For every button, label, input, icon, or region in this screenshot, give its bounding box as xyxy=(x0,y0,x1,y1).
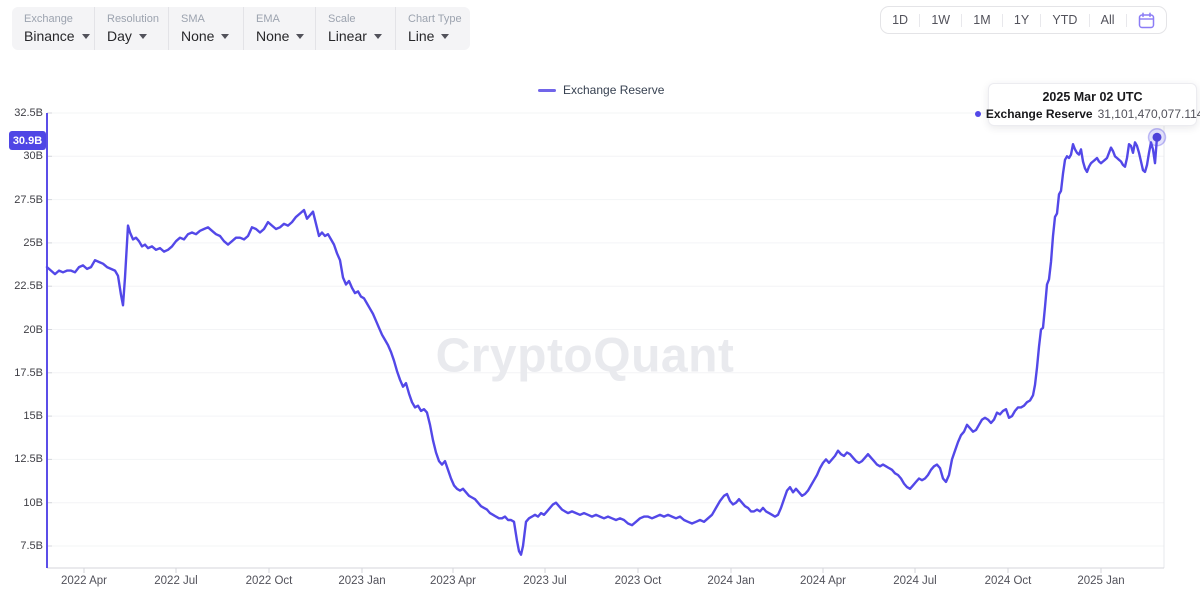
x-axis-label: 2024 Oct xyxy=(984,575,1032,587)
ema-value: None xyxy=(256,28,290,44)
x-axis-label: 2023 Jan xyxy=(338,575,386,587)
y-axis-label: 20B xyxy=(23,323,43,336)
exchange-dropdown[interactable]: Exchange Binance xyxy=(12,7,94,50)
range-1w-button[interactable]: 1W xyxy=(931,13,951,27)
chart-settings-toolbar: Exchange Binance Resolution Day SMA None… xyxy=(12,7,470,50)
divider xyxy=(1088,13,1090,27)
legend-line-swatch xyxy=(538,88,556,92)
sma-label: SMA xyxy=(181,13,205,25)
legend-label: Exchange Reserve xyxy=(563,83,665,97)
range-1d-button[interactable]: 1D xyxy=(892,13,909,27)
chevron-down-icon xyxy=(441,34,450,39)
ema-dropdown[interactable]: EMA None xyxy=(243,7,315,50)
chevron-down-icon xyxy=(81,34,90,39)
chevron-down-icon xyxy=(221,34,230,39)
series-bullet-icon xyxy=(974,111,981,117)
y-axis-label: 17.5B xyxy=(14,366,43,379)
x-axis-label: 2023 Jul xyxy=(523,575,567,587)
tooltip-date: 2025 Mar 02 UTC xyxy=(1042,90,1143,104)
divider xyxy=(961,13,963,27)
divider xyxy=(1001,13,1003,27)
y-axis-label: 10B xyxy=(23,496,43,509)
x-axis-label: 2023 Oct xyxy=(614,575,662,587)
x-axis-label: 2024 Apr xyxy=(799,575,847,587)
chart-type-value: Line xyxy=(408,28,435,44)
y-axis-label: 15B xyxy=(23,410,43,423)
legend-exchange-reserve[interactable]: Exchange Reserve xyxy=(538,83,664,97)
range-ytd-button[interactable]: YTD xyxy=(1052,13,1078,27)
resolution-value: Day xyxy=(107,28,132,44)
chevron-down-icon xyxy=(296,34,305,39)
x-axis-label: 2022 Oct xyxy=(245,575,293,587)
y-axis-label: 7.5B xyxy=(20,540,43,552)
chevron-down-icon xyxy=(138,34,147,39)
last-point-marker xyxy=(1152,132,1162,142)
chart-type-label: Chart Type xyxy=(408,13,462,25)
chevron-down-icon xyxy=(373,34,382,39)
exchange-label: Exchange xyxy=(24,13,73,25)
tooltip-value: 31,101,470,077.1148 xyxy=(1097,107,1200,121)
divider xyxy=(1040,13,1042,27)
chart-type-dropdown[interactable]: Chart Type Line xyxy=(395,7,470,50)
x-axis-label: 2024 Jan xyxy=(707,575,755,587)
y-axis-label: 30B xyxy=(23,150,43,163)
y-axis-label: 25B xyxy=(23,236,43,249)
x-axis-label: 2025 Jan xyxy=(1077,575,1125,587)
exchange-reserve-line xyxy=(45,136,1159,556)
ema-label: EMA xyxy=(256,13,280,25)
chart-tooltip: 2025 Mar 02 UTC Exchange Reserve 31,101,… xyxy=(974,83,1200,126)
x-axis-label: 2022 Apr xyxy=(60,575,108,587)
y-axis-label: 32.5B xyxy=(14,107,43,119)
y-axis-label: 12.5B xyxy=(14,453,43,466)
exchange-value: Binance xyxy=(24,28,75,44)
y-axis-label: 27.5B xyxy=(14,193,43,206)
tooltip-series-name: Exchange Reserve xyxy=(985,107,1093,121)
resolution-label: Resolution xyxy=(107,13,159,25)
scale-label: Scale xyxy=(328,13,356,25)
calendar-date-picker-button[interactable] xyxy=(1134,11,1159,29)
x-axis-label: 2024 Jul xyxy=(893,575,937,587)
current-value-axis-badge: 30.9B xyxy=(9,131,46,150)
timeframe-selector: 1D 1W 1M 1Y YTD All xyxy=(880,6,1167,34)
scale-dropdown[interactable]: Scale Linear xyxy=(315,7,395,50)
sma-value: None xyxy=(181,28,215,44)
divider xyxy=(919,13,921,27)
range-1y-button[interactable]: 1Y xyxy=(1013,13,1030,27)
sma-dropdown[interactable]: SMA None xyxy=(168,7,243,50)
resolution-dropdown[interactable]: Resolution Day xyxy=(94,7,168,50)
calendar-icon xyxy=(1138,11,1154,28)
x-axis-label: 2022 Jul xyxy=(154,575,198,587)
scale-value: Linear xyxy=(328,28,367,44)
x-axis-label: 2023 Apr xyxy=(429,575,477,587)
divider xyxy=(1125,13,1127,27)
range-1m-button[interactable]: 1M xyxy=(973,13,991,27)
y-axis-label: 22.5B xyxy=(14,280,43,293)
range-all-button[interactable]: All xyxy=(1100,13,1115,27)
